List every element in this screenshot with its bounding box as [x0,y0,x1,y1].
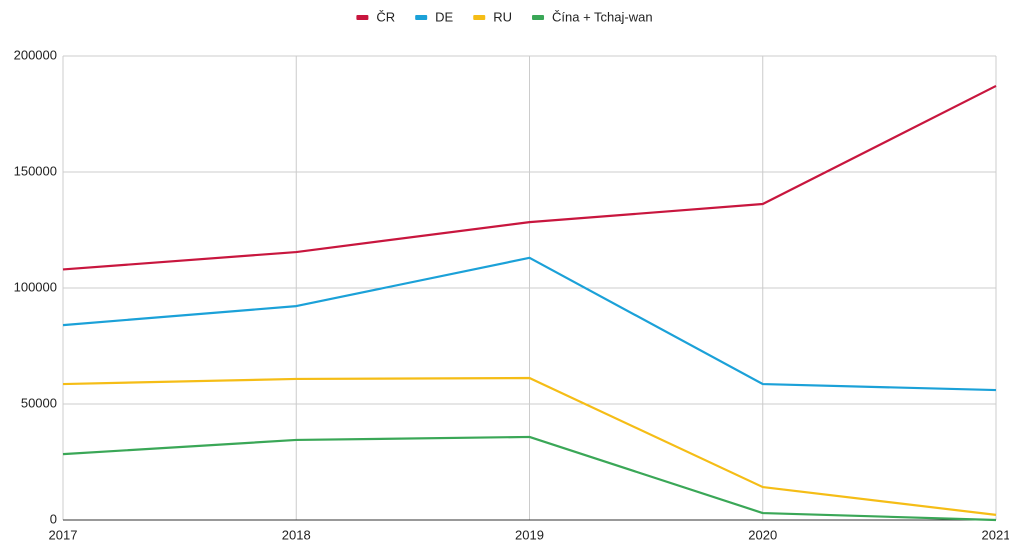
x-tick-label: 2021 [982,527,1009,542]
legend-label: RU [493,9,512,24]
legend-label: ČR [376,9,395,24]
x-tick-label: 2018 [282,527,311,542]
line-series [62,376,997,516]
y-tick-label: 50000 [21,395,57,410]
x-tick-label: 2020 [748,527,777,542]
x-tick-label: 2019 [515,527,544,542]
legend-swatch [532,15,545,20]
legend-label: Čína + Tchaj-wan [552,9,653,24]
legend-swatch [473,15,486,20]
x-tick-label: 2017 [49,527,78,542]
line-series [62,84,997,271]
y-tick-label: 100000 [14,279,57,294]
legend-label: DE [435,9,453,24]
y-tick-label: 150000 [14,163,57,178]
legend-swatch [356,15,369,20]
line-series [62,256,997,392]
y-tick-label: 0 [50,511,57,526]
y-tick-label: 200000 [14,47,57,62]
legend-swatch [415,15,428,20]
line-series [62,435,997,522]
